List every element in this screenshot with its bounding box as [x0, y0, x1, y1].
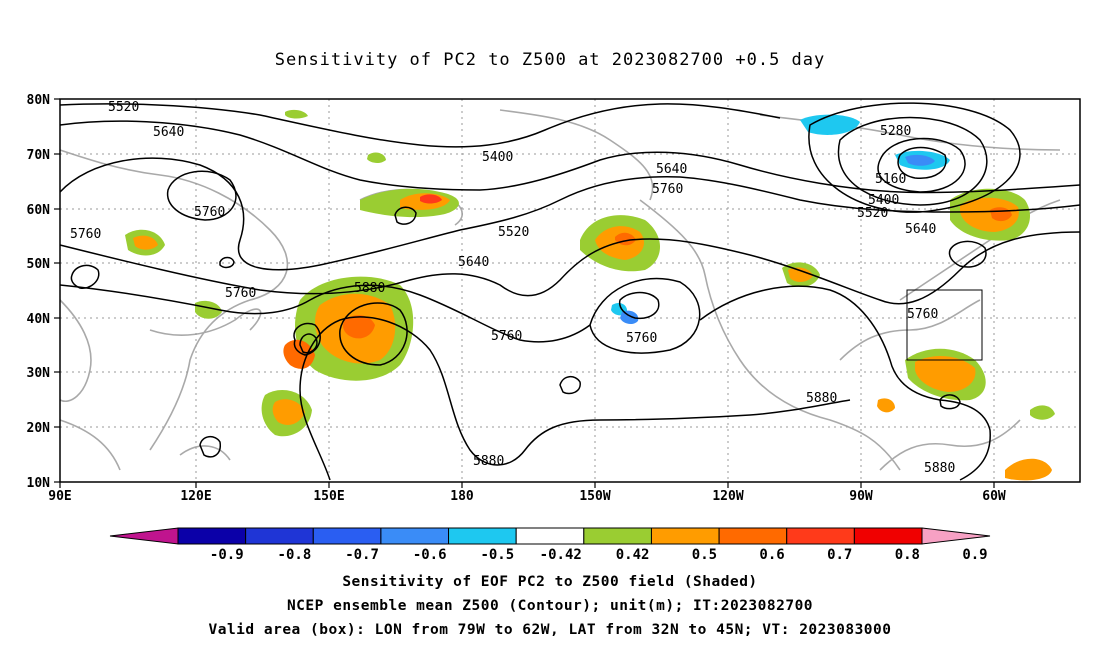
contour-label: 5880 [806, 391, 837, 406]
contour-label: 5520 [857, 206, 888, 221]
contour-label: 5640 [153, 125, 184, 140]
colorbar-tick-label: 0.42 [616, 547, 650, 563]
colorbar-tick-label: -0.5 [480, 547, 514, 563]
colorbar-segment [583, 527, 652, 545]
contour-label: 5640 [905, 222, 936, 237]
colorbar-segment [786, 527, 855, 545]
axis-ticks [54, 98, 995, 488]
colorbar: -0.9 -0.8 -0.7 -0.6 -0.5 -0.42 0.42 0.5 0.6 0.7 0.… [109, 527, 991, 563]
figure-title: Sensitivity of PC2 to Z500 at 2023082700… [274, 50, 826, 70]
height-contours [59, 102, 1081, 481]
contour-label: 5760 [70, 227, 101, 242]
contour-label: 5760 [225, 286, 256, 301]
lon-label: 180 [450, 489, 474, 504]
colorbar-high-arrow [921, 527, 991, 545]
colorbar-tick-label: 0.6 [759, 547, 784, 563]
contour-label: 5520 [108, 100, 139, 115]
caption-line-3: Valid area (box): LON from 79W to 62W, L… [208, 622, 892, 638]
colorbar-segment [245, 527, 314, 545]
longitude-labels: 90E 120E 150E 180 150W 120W 90W 60W [48, 489, 1006, 504]
colorbar-tick-label: -0.8 [278, 547, 312, 563]
contour-labels: 5520 5640 5400 5640 5760 5280 5160 5400 … [70, 100, 955, 476]
lat-label: 30N [27, 366, 51, 381]
colorbar-tick-label: 0.7 [827, 547, 852, 563]
lon-label: 120W [712, 489, 743, 504]
lon-label: 150W [579, 489, 610, 504]
caption-line-1: Sensitivity of EOF PC2 to Z500 field (Sh… [342, 574, 758, 590]
contour-label: 5760 [194, 205, 225, 220]
contour-label: 5520 [498, 225, 529, 240]
colorbar-tick-label: 0.5 [692, 547, 717, 563]
colorbar-tick-label: -0.6 [413, 547, 447, 563]
contour-label: 5400 [868, 193, 899, 208]
colorbar-segment [515, 527, 585, 545]
lon-label: 90W [849, 489, 873, 504]
lat-label: 40N [27, 312, 51, 327]
contour-label: 5760 [626, 331, 657, 346]
colorbar-tick-label: -0.9 [210, 547, 244, 563]
colorbar-segment [312, 527, 382, 545]
lat-label: 80N [27, 93, 51, 108]
colorbar-low-arrow [109, 527, 179, 545]
sensitivity-shading [125, 109, 1055, 481]
colorbar-segment [650, 527, 720, 545]
contour-label: 5760 [907, 307, 938, 322]
lat-label: 20N [27, 421, 51, 436]
latitude-labels: 80N 70N 60N 50N 40N 30N 20N 10N [27, 93, 51, 491]
contour-label: 5880 [354, 281, 385, 296]
colorbar-tick-label: 0.9 [962, 547, 987, 563]
contour-label: 5160 [875, 172, 906, 187]
caption-line-2: NCEP ensemble mean Z500 (Contour); unit(… [286, 598, 814, 614]
colorbar-tick-label: -0.42 [540, 547, 582, 563]
map-frame [59, 98, 1081, 483]
valid-area-box [906, 289, 983, 361]
grid-lines [60, 99, 1080, 482]
contour-label: 5760 [652, 182, 683, 197]
lat-label: 70N [27, 148, 51, 163]
colorbar-tick-label: 0.8 [895, 547, 920, 563]
contour-label: 5400 [482, 150, 513, 165]
contour-label: 5880 [473, 454, 504, 469]
lon-label: 90E [48, 489, 71, 504]
colorbar-segment [853, 527, 923, 545]
lat-label: 50N [27, 257, 51, 272]
contour-label: 5760 [491, 329, 522, 344]
lon-label: 150E [313, 489, 344, 504]
colorbar-segment [448, 527, 517, 545]
lat-label: 60N [27, 203, 51, 218]
colorbar-segment [380, 527, 450, 545]
contour-label: 5640 [458, 255, 489, 270]
lon-label: 120E [180, 489, 211, 504]
colorbar-segment [718, 527, 788, 545]
contour-label: 5280 [880, 124, 911, 139]
contour-label: 5640 [656, 162, 687, 177]
colorbar-tick-label: -0.7 [345, 547, 379, 563]
colorbar-segment [177, 527, 247, 545]
lat-label: 10N [27, 476, 51, 491]
contour-label: 5880 [924, 461, 955, 476]
lon-label: 60W [982, 489, 1006, 504]
